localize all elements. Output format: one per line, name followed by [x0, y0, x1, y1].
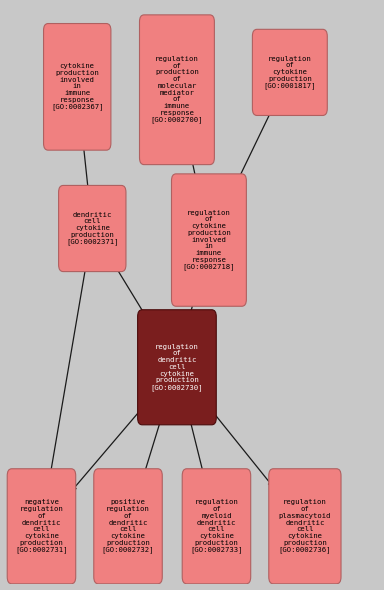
FancyBboxPatch shape [59, 185, 126, 271]
Text: negative
regulation
of
dendritic
cell
cytokine
production
[GO:0002731]: negative regulation of dendritic cell cy… [15, 499, 68, 553]
FancyBboxPatch shape [269, 468, 341, 584]
Text: regulation
of
myeloid
dendritic
cell
cytokine
production
[GO:0002733]: regulation of myeloid dendritic cell cyt… [190, 499, 243, 553]
Text: dendritic
cell
cytokine
production
[GO:0002371]: dendritic cell cytokine production [GO:0… [66, 212, 119, 245]
FancyBboxPatch shape [172, 174, 247, 306]
Text: regulation
of
plasmacytoid
dendritic
cell
cytokine
production
[GO:0002736]: regulation of plasmacytoid dendritic cel… [279, 499, 331, 553]
FancyBboxPatch shape [137, 310, 216, 425]
Text: regulation
of
dendritic
cell
cytokine
production
[GO:0002730]: regulation of dendritic cell cytokine pr… [151, 343, 203, 391]
FancyBboxPatch shape [7, 468, 76, 584]
FancyBboxPatch shape [252, 30, 327, 116]
Text: regulation
of
production
of
molecular
mediator
of
immune
response
[GO:0002700]: regulation of production of molecular me… [151, 56, 203, 123]
FancyBboxPatch shape [182, 468, 251, 584]
Text: regulation
of
cytokine
production
[GO:0001817]: regulation of cytokine production [GO:00… [263, 55, 316, 89]
FancyBboxPatch shape [43, 24, 111, 150]
Text: cytokine
production
involved
in
immune
response
[GO:0002367]: cytokine production involved in immune r… [51, 63, 103, 110]
FancyBboxPatch shape [139, 15, 214, 165]
Text: regulation
of
cytokine
production
involved
in
immune
response
[GO:0002718]: regulation of cytokine production involv… [183, 209, 235, 270]
Text: positive
regulation
of
dendritic
cell
cytokine
production
[GO:0002732]: positive regulation of dendritic cell cy… [102, 499, 154, 553]
FancyBboxPatch shape [94, 468, 162, 584]
